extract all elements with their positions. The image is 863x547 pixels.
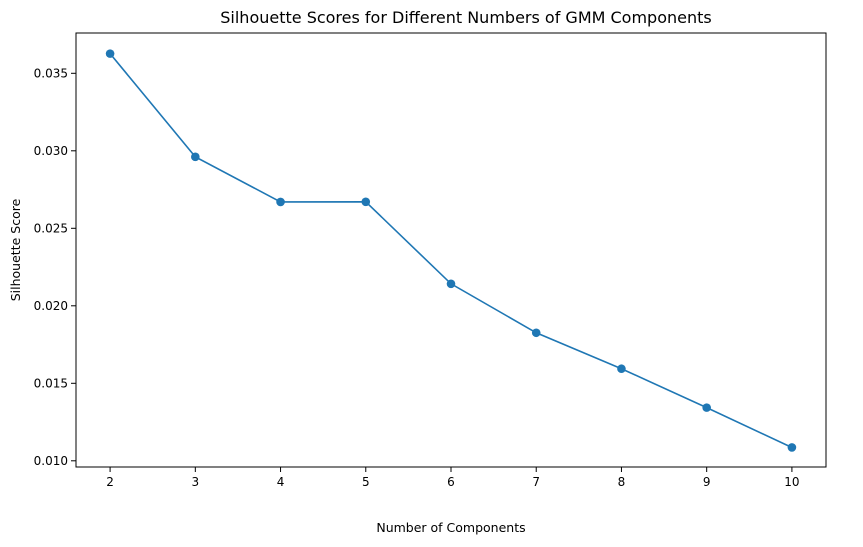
x-tick-label: 3	[191, 475, 199, 489]
x-tick-label: 5	[362, 475, 370, 489]
x-tick-label: 6	[447, 475, 455, 489]
data-point	[105, 49, 115, 58]
data-point	[276, 197, 285, 207]
plot-area	[105, 49, 797, 452]
x-tick-label: 4	[277, 475, 285, 489]
x-tick-label: 10	[784, 475, 799, 489]
data-point	[702, 403, 711, 412]
x-tick-label: 9	[703, 475, 711, 489]
data-point	[531, 328, 541, 338]
y-tick-label: 0.025	[34, 221, 68, 235]
y-tick-label: 0.015	[34, 376, 68, 390]
data-point	[191, 152, 200, 162]
data-point	[361, 197, 371, 207]
chart-title: Silhouette Scores for Different Numbers …	[220, 8, 711, 27]
x-tick-label: 2	[106, 475, 114, 489]
data-point	[446, 279, 456, 289]
data-point	[787, 443, 797, 452]
y-tick-label: 0.030	[34, 144, 68, 158]
x-axis-label: Number of Components	[376, 520, 525, 535]
data-point	[617, 364, 626, 374]
x-tick-label: 7	[532, 475, 540, 489]
y-tick-label: 0.035	[34, 66, 68, 80]
y-tick-label: 0.020	[34, 299, 68, 313]
y-axis-label: Silhouette Score	[8, 198, 23, 301]
y-tick-label: 0.010	[34, 454, 68, 468]
x-tick-label: 8	[618, 475, 626, 489]
